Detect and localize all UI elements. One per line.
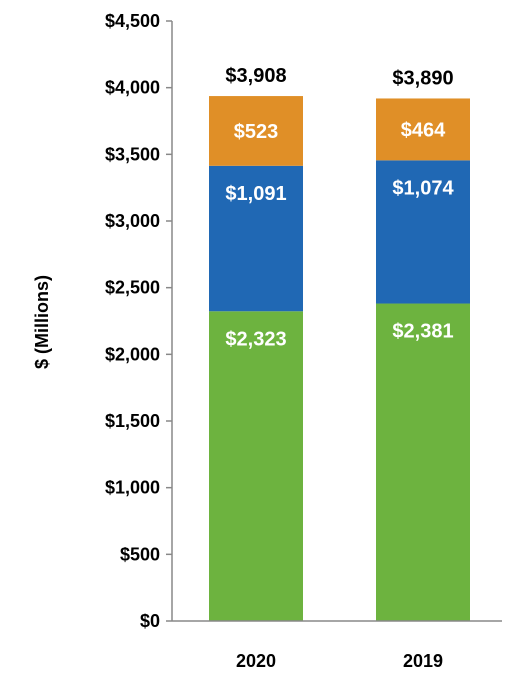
- x-axis-labels: 2020 2019: [236, 651, 443, 671]
- segment-value-label: $1,091: [225, 183, 286, 205]
- y-tick-label: $1,000: [105, 478, 160, 498]
- segment-value-label: $523: [234, 121, 279, 143]
- bar-total-label: $3,908: [225, 65, 286, 87]
- x-category-label: 2020: [236, 651, 276, 671]
- bar-segment: [376, 98, 470, 161]
- y-tick-label: $0: [140, 611, 160, 631]
- bar-segment: [376, 303, 470, 621]
- segment-value-label: $1,074: [392, 177, 454, 199]
- y-axis-ticks: $0 $500 $1,000 $1,500 $2,000 $2,500 $3,000 $3,5…: [105, 11, 172, 631]
- y-tick-label: $2,500: [105, 278, 160, 298]
- x-category-label: 2019: [403, 651, 443, 671]
- bar-segment: [376, 160, 470, 304]
- segment-value-label: $2,381: [392, 321, 453, 343]
- bar-segment: [209, 96, 303, 166]
- bar-segment: [209, 165, 303, 312]
- bars: $2,323 $1,091 $523 $3,908 $2,381 $1,074 $464 $3…: [209, 65, 470, 621]
- y-tick-label: $3,500: [105, 144, 160, 164]
- y-tick-label: $500: [120, 544, 160, 564]
- y-tick-label: $4,500: [105, 11, 160, 31]
- y-axis-title: $ (Millions): [32, 275, 52, 369]
- segment-value-label: $464: [401, 119, 446, 141]
- y-tick-label: $3,000: [105, 211, 160, 231]
- y-tick-label: $1,500: [105, 411, 160, 431]
- segment-value-label: $2,323: [225, 328, 286, 350]
- y-tick-label: $2,000: [105, 344, 160, 364]
- bar-total-label: $3,890: [392, 67, 453, 89]
- bar-segment: [209, 311, 303, 621]
- y-tick-label: $4,000: [105, 78, 160, 98]
